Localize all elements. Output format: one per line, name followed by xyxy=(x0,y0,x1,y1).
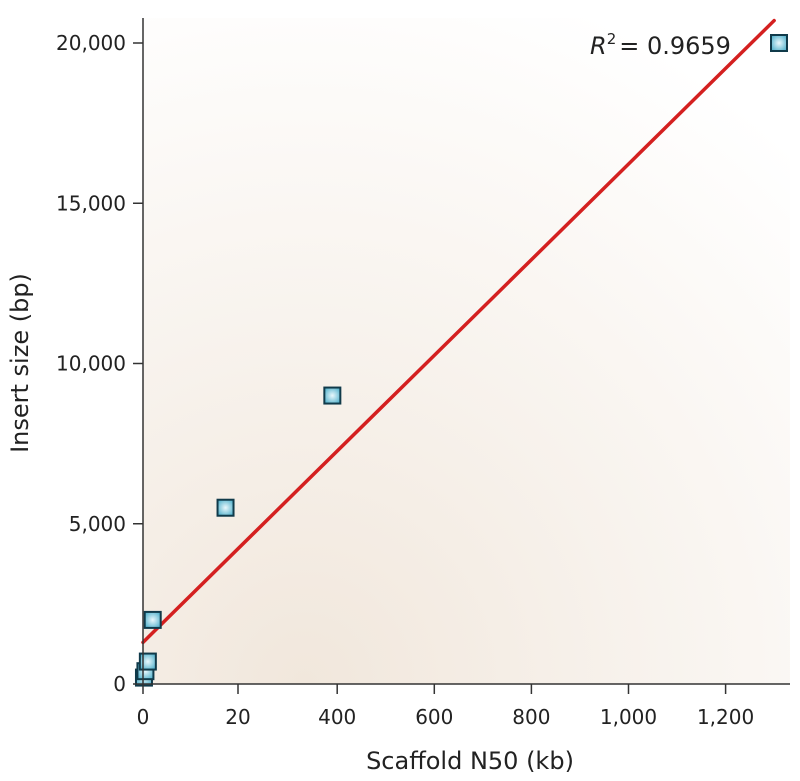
r-squared-annotation: R2 = 0.9659 xyxy=(590,30,731,60)
r-squared-exp: 2 xyxy=(607,30,617,48)
y-tick-label: 5,000 xyxy=(69,512,126,536)
x-tick-label: 800 xyxy=(512,705,550,729)
r-squared-var: R xyxy=(590,32,607,60)
x-tick-label: 600 xyxy=(415,705,453,729)
y-tick-label: 10,000 xyxy=(56,352,126,376)
data-point xyxy=(143,610,162,629)
r-squared-value: = 0.9659 xyxy=(619,32,731,60)
plot-background xyxy=(143,18,790,684)
data-point xyxy=(323,386,342,405)
x-axis-title: Scaffold N50 (kb) xyxy=(366,747,574,775)
x-tick-label: 400 xyxy=(318,705,356,729)
x-tick-label: 1,000 xyxy=(600,705,657,729)
trend-line xyxy=(141,18,776,645)
data-point xyxy=(216,498,235,517)
x-tick-label: 0 xyxy=(137,705,150,729)
data-point xyxy=(138,652,157,671)
y-tick-label: 20,000 xyxy=(56,31,126,55)
y-axis-title: Insert size (bp) xyxy=(6,273,34,453)
x-tick-label: 1,200 xyxy=(697,705,754,729)
data-point xyxy=(770,34,788,52)
x-tick-label: 20 xyxy=(225,705,250,729)
y-tick-label: 0 xyxy=(113,672,126,696)
y-tick-label: 15,000 xyxy=(56,191,126,215)
